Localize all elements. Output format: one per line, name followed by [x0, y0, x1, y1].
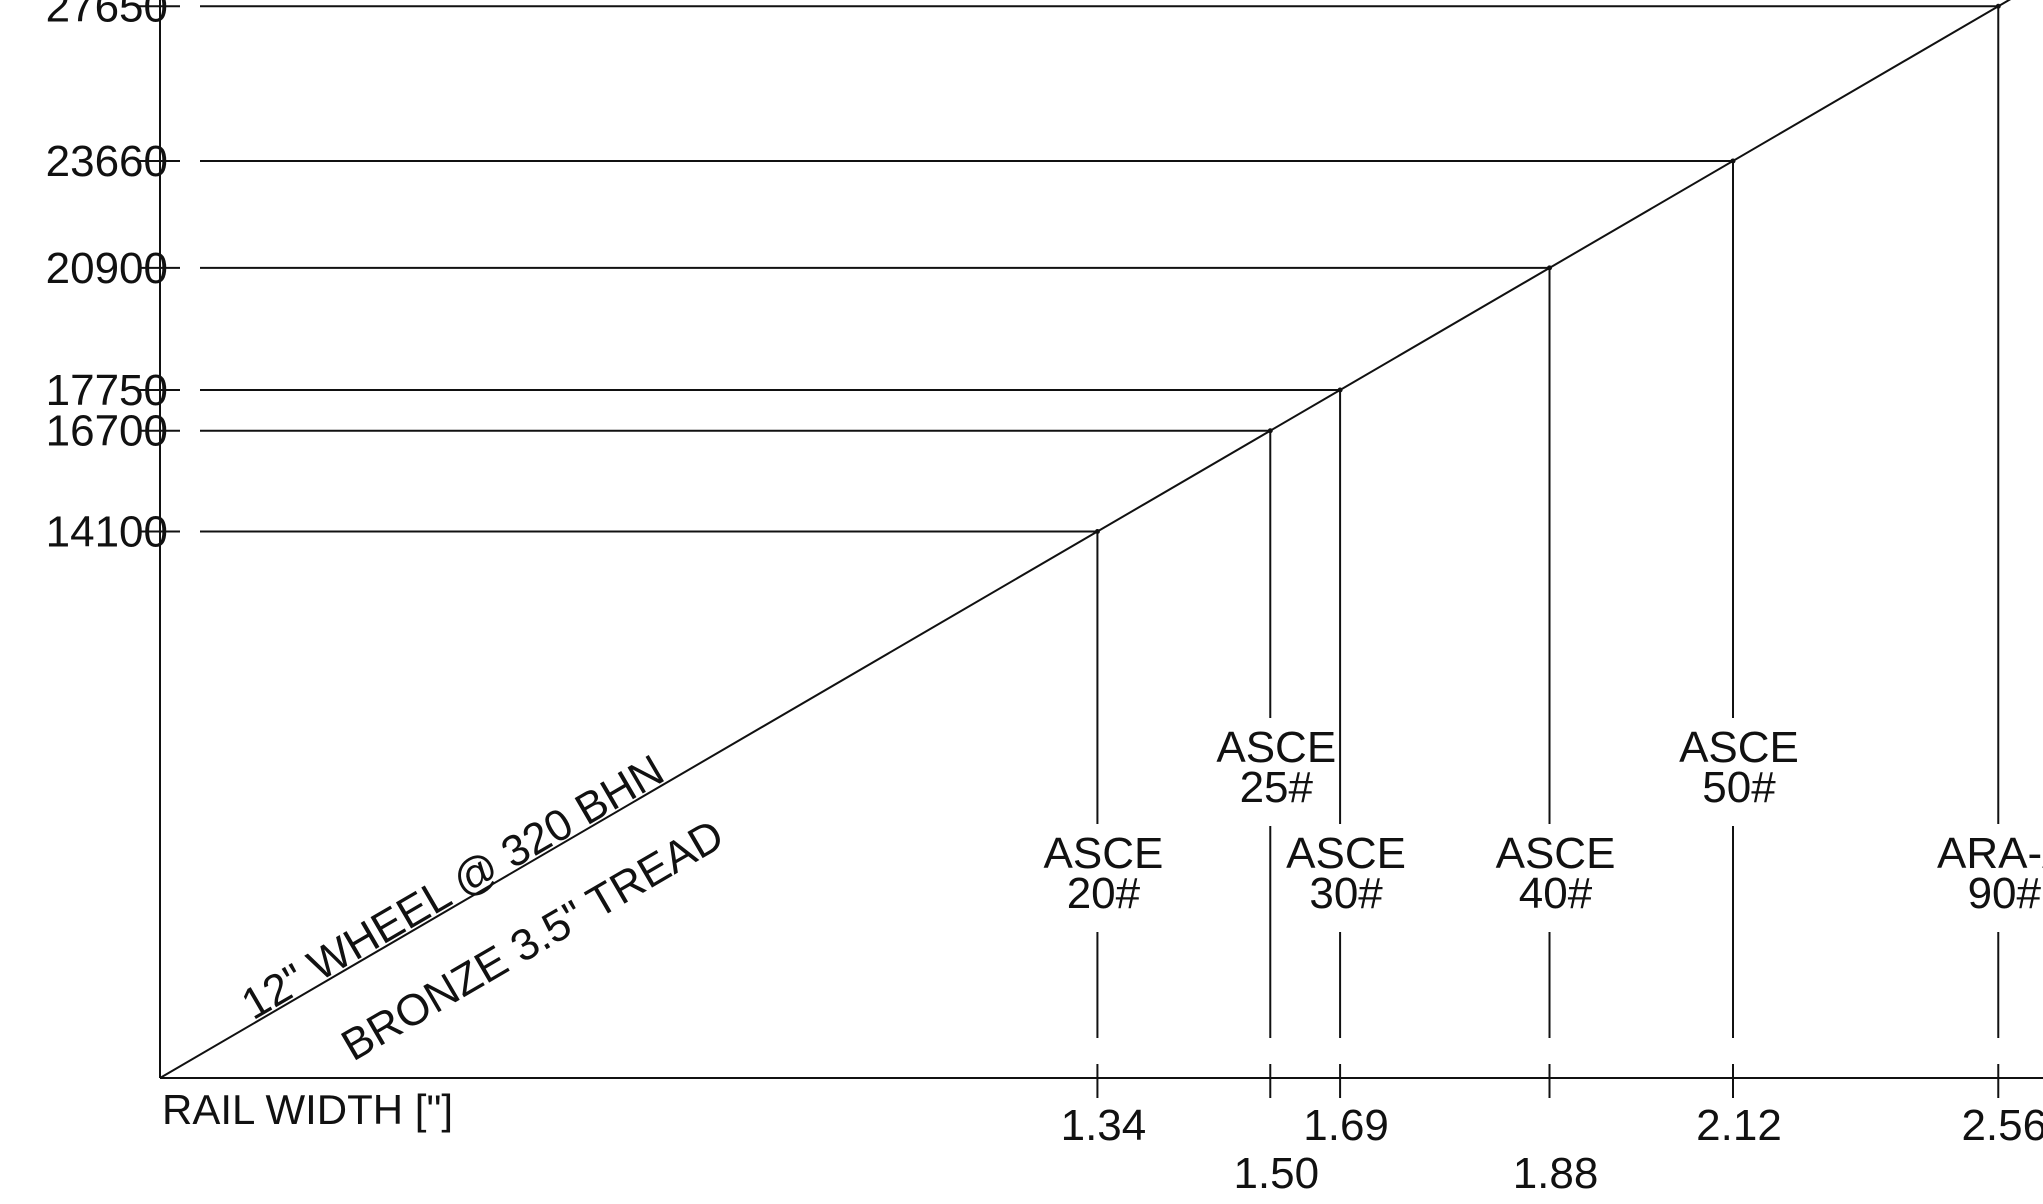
- data-point: [1995, 3, 2001, 9]
- bearing-capacity-line: [159, 0, 2012, 1079]
- x-axis-label: RAIL WIDTH ["]: [162, 1086, 453, 1133]
- chart-labels: 3550031300292502765023660209001775016700…: [46, 0, 2043, 1198]
- x-tick-label: 1.88: [1513, 1149, 1599, 1198]
- x-tick-label: 2.56: [1961, 1101, 2043, 1150]
- axes: [138, 0, 2043, 1079]
- y-tick-label: 20900: [46, 244, 168, 293]
- rail-label: ASCE: [1679, 723, 1799, 772]
- y-tick-label: 27650: [46, 0, 168, 31]
- rail-label: 40#: [1519, 869, 1593, 918]
- y-tick-label: 17750: [46, 366, 168, 415]
- rail-label: 30#: [1309, 869, 1383, 918]
- rail-label: ASCE: [1216, 723, 1336, 772]
- rail-label: 25#: [1240, 763, 1314, 812]
- rail-label: 50#: [1702, 763, 1776, 812]
- rail-label: ASCE: [1286, 829, 1406, 878]
- rail-label: ARA-A: [1937, 829, 2043, 878]
- rail-label: ASCE: [1044, 829, 1164, 878]
- x-tick-label: 1.50: [1233, 1149, 1319, 1198]
- x-tick-label: 1.34: [1061, 1101, 1147, 1150]
- y-tick-label: 16700: [46, 407, 168, 456]
- rail-label: 20#: [1067, 869, 1141, 918]
- x-tick-label: 2.12: [1696, 1101, 1782, 1150]
- y-tick-label: 23660: [46, 137, 168, 186]
- y-tick-label: 14100: [46, 507, 168, 556]
- x-tick-label: 1.69: [1303, 1101, 1389, 1150]
- chart-marks: [159, 0, 2012, 1098]
- rail-label: ASCE: [1496, 829, 1616, 878]
- rail-label: 90#: [1968, 869, 2042, 918]
